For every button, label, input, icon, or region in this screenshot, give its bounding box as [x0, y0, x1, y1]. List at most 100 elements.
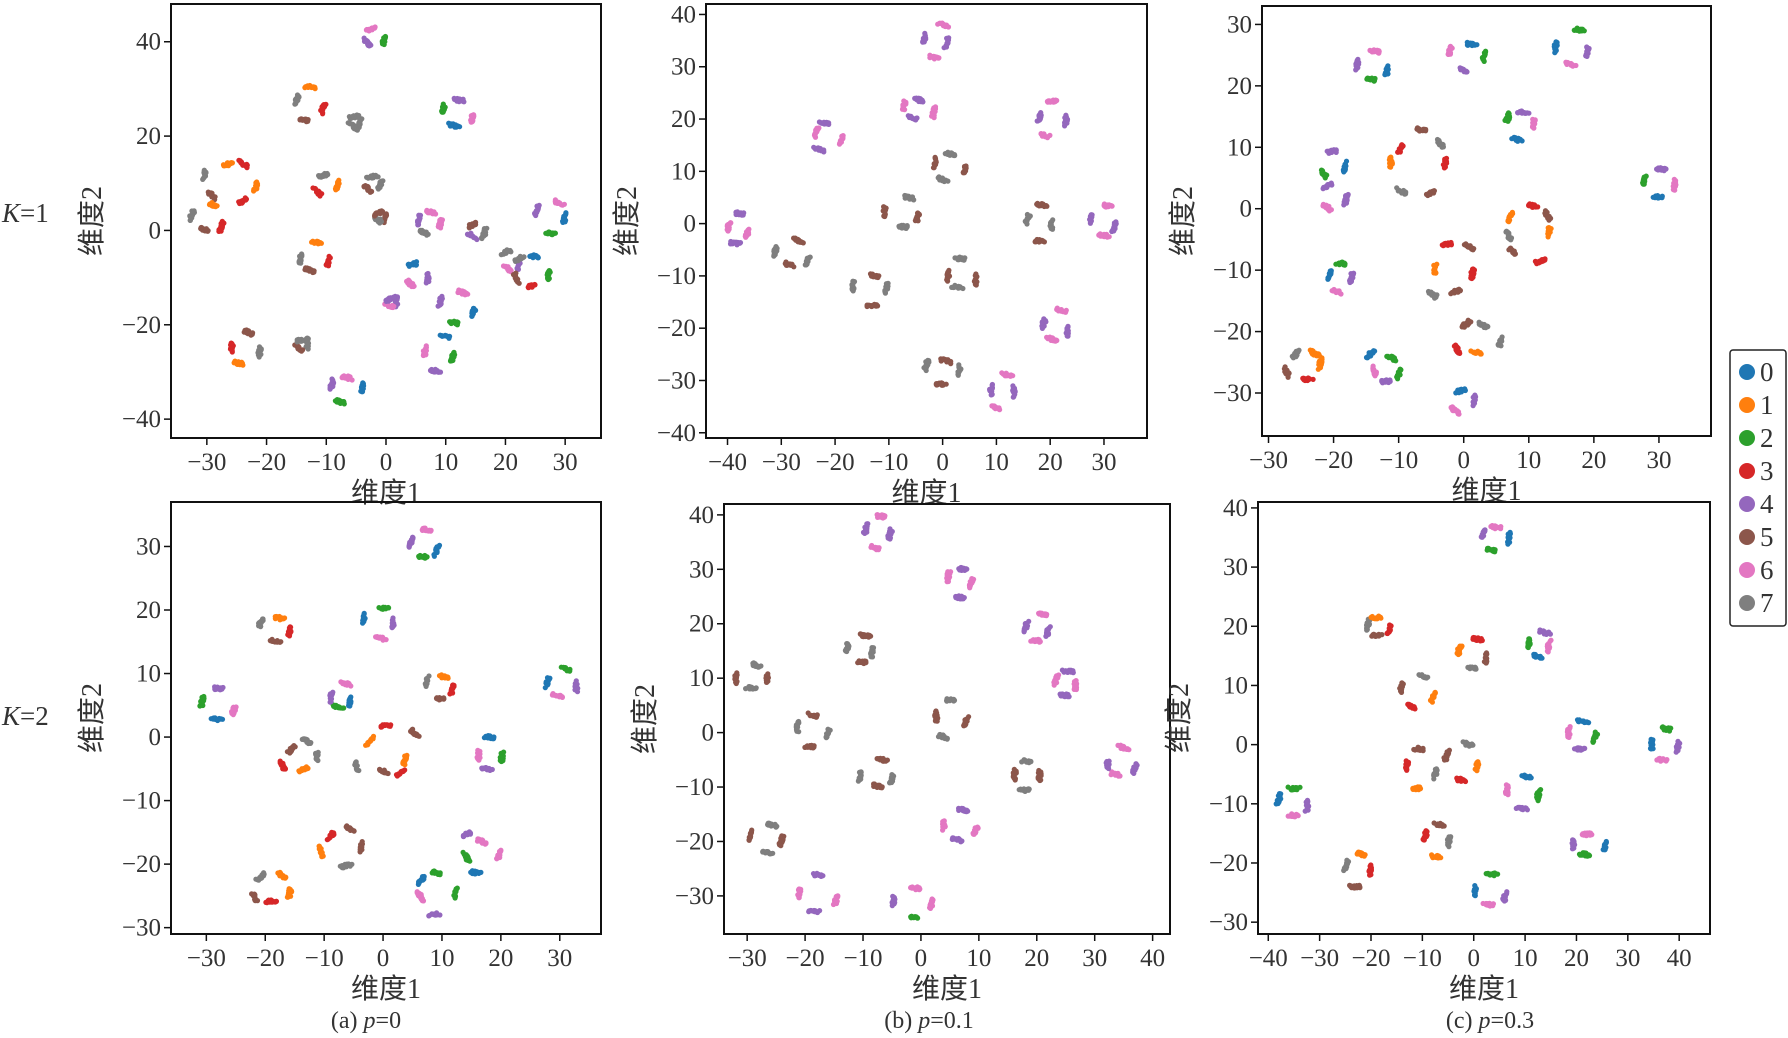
- scatter-point: [1027, 213, 1033, 219]
- x-tick-label: −40: [708, 449, 747, 476]
- x-tick-label: 20: [1581, 447, 1606, 474]
- scatter-point: [375, 174, 381, 180]
- scatter-point: [1043, 633, 1049, 639]
- scatter-point: [237, 200, 243, 207]
- points-group: [187, 24, 569, 407]
- scatter-panel-5: −40 −30 −20 −10 0 10 20 30 40−30−20−10010203040维…: [1163, 495, 1711, 1005]
- scatter-point: [964, 566, 970, 572]
- scatter-point: [1053, 97, 1059, 104]
- scatter-point: [394, 772, 400, 778]
- scatter-point: [932, 154, 938, 160]
- scatter-point: [1482, 528, 1488, 534]
- scatter-point: [445, 675, 451, 681]
- scatter-point: [464, 231, 471, 237]
- x-tick-label: 0: [915, 945, 928, 972]
- scatter-point: [232, 358, 238, 364]
- scatter-point: [567, 668, 573, 674]
- x-tick-label: 20: [493, 449, 518, 476]
- scatter-point: [1038, 131, 1044, 137]
- scatter-point: [1370, 363, 1376, 369]
- scatter-point: [885, 535, 891, 541]
- scatter-point: [433, 211, 439, 217]
- scatter-point: [1498, 526, 1504, 532]
- y-tick-label: 30: [1227, 11, 1252, 38]
- scatter-point: [1423, 126, 1429, 133]
- scatter-point: [912, 218, 919, 224]
- scatter-point: [574, 689, 581, 695]
- scatter-point: [931, 115, 937, 121]
- scatter-point: [1400, 143, 1406, 149]
- scatter-point: [297, 117, 303, 123]
- scatter-point: [416, 554, 422, 561]
- scatter-point: [964, 807, 970, 813]
- scatter-point: [971, 831, 977, 837]
- scatter-point: [334, 186, 340, 192]
- scatter-point: [1423, 191, 1430, 197]
- scatter-point: [798, 886, 804, 892]
- scatter-point: [1503, 228, 1510, 234]
- points-group: [724, 20, 1119, 413]
- x-tick-label: 20: [488, 945, 513, 972]
- scatter-point: [379, 41, 386, 47]
- scatter-point: [305, 346, 311, 352]
- scatter-point: [814, 713, 820, 719]
- x-tick-label: −10: [869, 449, 908, 476]
- scatter-point: [437, 872, 443, 878]
- scatter-point: [946, 267, 952, 273]
- axes-frame: [1261, 5, 1712, 437]
- y-axis-title: 维度2: [76, 683, 108, 753]
- scatter-point: [742, 233, 748, 239]
- scatter-point: [337, 863, 343, 869]
- scatter-point: [826, 121, 832, 127]
- scatter-point: [1126, 747, 1132, 753]
- y-tick-label: −10: [657, 263, 696, 290]
- scatter-point: [402, 762, 408, 768]
- scatter-point: [349, 377, 355, 383]
- x-tick-label: −20: [247, 449, 286, 476]
- scatter-point: [494, 856, 500, 862]
- scatter-point: [1468, 348, 1474, 354]
- y-tick-label: 30: [136, 533, 161, 560]
- scatter-point: [280, 615, 286, 622]
- x-tick-label: 30: [547, 945, 572, 972]
- scatter-point: [935, 734, 942, 740]
- scatter-point: [943, 44, 950, 50]
- scatter-point: [1038, 110, 1044, 116]
- scatter-point: [426, 278, 432, 285]
- scatter-point: [440, 101, 446, 107]
- scatter-point: [467, 830, 474, 836]
- scatter-point: [1026, 618, 1032, 625]
- scatter-point: [1387, 155, 1393, 161]
- scatter-point: [198, 225, 204, 231]
- x-tick-label: −30: [1249, 447, 1288, 474]
- row-label-k2: K=2: [1, 701, 49, 731]
- scatter-point: [1315, 366, 1321, 372]
- scatter-point: [1365, 75, 1371, 81]
- scatter-point: [521, 254, 527, 260]
- scatter-point: [303, 265, 309, 271]
- scatter-point: [1384, 630, 1391, 637]
- scatter-point: [1427, 290, 1433, 296]
- scatter-point: [728, 220, 734, 226]
- x-tick-label: 10: [429, 945, 454, 972]
- scatter-point: [1108, 203, 1114, 209]
- y-tick-label: 40: [136, 29, 161, 56]
- scatter-point: [327, 691, 333, 697]
- scatter-point: [423, 343, 429, 349]
- row-label-k1: K=1: [1, 198, 49, 228]
- scatter-point: [1131, 770, 1137, 777]
- scatter-point: [391, 294, 397, 300]
- scatter-point: [1469, 275, 1475, 282]
- scatter-point: [951, 696, 957, 703]
- scatter-point: [806, 909, 812, 915]
- scatter-point: [811, 144, 817, 150]
- scatter-point: [404, 278, 410, 284]
- scatter-point: [1394, 185, 1400, 191]
- scatter-point: [362, 183, 368, 189]
- scatter-point: [219, 685, 225, 692]
- scatter-point: [973, 282, 979, 288]
- scatter-point: [950, 835, 956, 841]
- scatter-point: [1376, 50, 1382, 56]
- scatter-point: [320, 111, 326, 117]
- scatter-point: [1071, 686, 1077, 693]
